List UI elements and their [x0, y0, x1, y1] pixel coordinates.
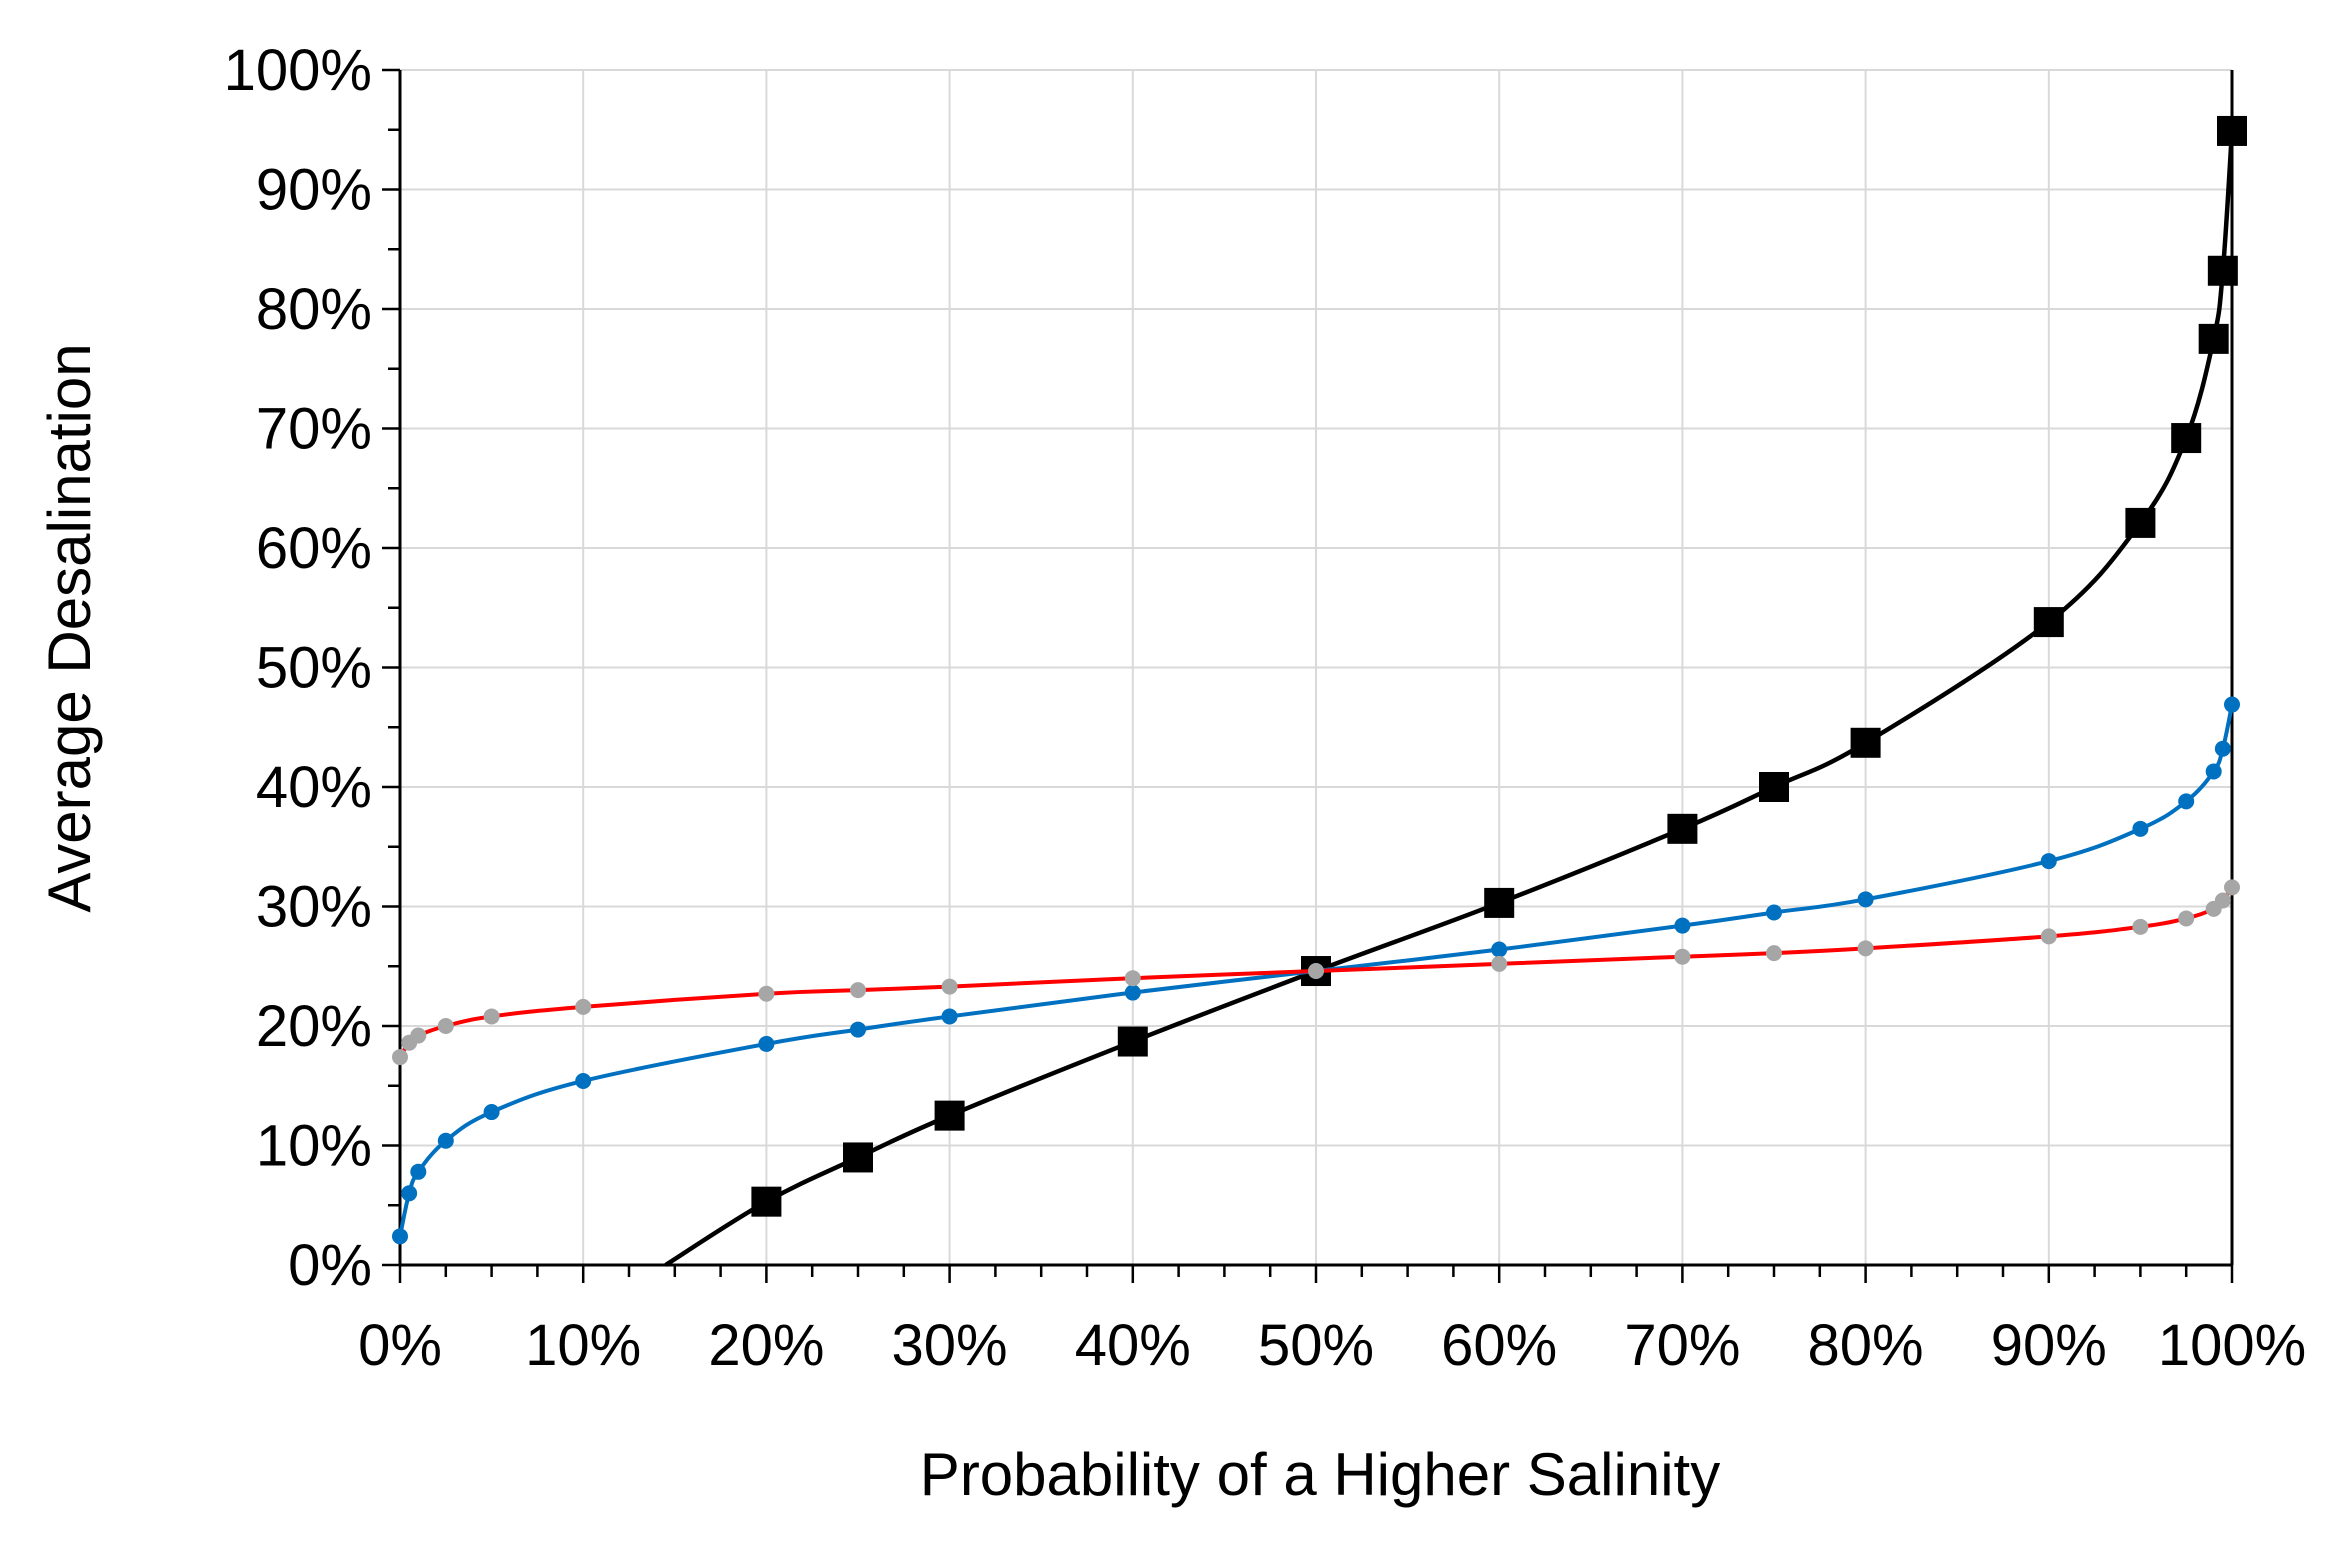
data-point [751, 1186, 782, 1217]
data-point [2207, 255, 2238, 286]
y-tick-label: 0% [288, 1233, 372, 1298]
data-point [2224, 696, 2240, 713]
data-point [934, 1100, 965, 1131]
data-point [1759, 772, 1789, 802]
series [392, 115, 2247, 1267]
data-point [850, 982, 866, 999]
data-point [2125, 507, 2156, 538]
data-point [850, 1021, 866, 1038]
x-tick-label: 30% [892, 1313, 1008, 1378]
x-tick-label: 100% [2158, 1313, 2306, 1378]
data-point [575, 998, 592, 1015]
data-point [1674, 917, 1691, 934]
series-line [664, 130, 2235, 1267]
y-tick-label: 20% [256, 994, 372, 1059]
y-tick-label: 100% [224, 38, 372, 103]
data-point [843, 1142, 873, 1173]
y-tick-label: 10% [256, 1114, 372, 1179]
data-point [1124, 984, 1141, 1001]
y-tick-label: 40% [256, 755, 372, 820]
data-point [2171, 423, 2202, 454]
data-point [1484, 887, 1515, 918]
data-point [2040, 853, 2057, 870]
data-point [437, 1132, 454, 1149]
x-tick-label: 0% [358, 1313, 442, 1378]
data-point [1308, 963, 1324, 980]
data-point [483, 1104, 500, 1121]
x-tick-label: 20% [708, 1313, 824, 1378]
data-point [1766, 904, 1782, 921]
data-point [1850, 727, 1881, 758]
data-point [2132, 820, 2149, 837]
data-point [2214, 740, 2231, 757]
data-point [2217, 115, 2247, 146]
grid [400, 69, 2232, 1265]
x-tick-label: 70% [1624, 1313, 1740, 1378]
data-point [575, 1072, 592, 1089]
x-tick-label: 50% [1258, 1313, 1374, 1378]
data-point [1674, 948, 1691, 965]
data-point [1117, 1026, 1148, 1057]
data-point [401, 1185, 418, 1202]
data-point [2178, 793, 2195, 810]
data-point [437, 1018, 454, 1034]
data-point [392, 1049, 408, 1066]
x-tick-label: 80% [1808, 1313, 1924, 1378]
data-point [2033, 607, 2064, 638]
x-tick-label: 60% [1441, 1313, 1557, 1378]
y-axis-title: Average Desalination [36, 343, 103, 912]
x-tick-label: 90% [1991, 1313, 2107, 1378]
data-point [1667, 813, 1698, 844]
y-tick-label: 50% [256, 636, 372, 701]
x-tick-label: 10% [525, 1313, 641, 1378]
series-2 [664, 115, 2247, 1267]
data-point [410, 1027, 427, 1044]
series-0 [392, 879, 2240, 1066]
y-tick-label: 60% [256, 516, 372, 581]
data-point [2198, 323, 2229, 354]
x-tick-label: 40% [1075, 1313, 1191, 1378]
data-point [1491, 955, 1508, 972]
data-point [758, 985, 775, 1002]
data-point [1766, 945, 1782, 962]
data-point [1124, 970, 1141, 987]
y-tick-label: 90% [256, 158, 372, 223]
tick-labels: 0% 10% 20% 30% 40% 50% 60% 70% 80% 90% 100% 0% 10% 20… [224, 38, 2307, 1378]
data-point [2205, 763, 2222, 780]
axes [382, 68, 2234, 1283]
data-point [1857, 940, 1874, 957]
data-point [2214, 892, 2231, 909]
data-point [410, 1163, 427, 1180]
data-point [2040, 928, 2057, 945]
y-tick-label: 80% [256, 277, 372, 342]
data-point [941, 978, 958, 995]
x-axis-title: Probability of a Higher Salinity [920, 1441, 1720, 1508]
data-point [2224, 879, 2240, 896]
data-point [483, 1008, 500, 1025]
data-point [1491, 941, 1508, 958]
data-point [1857, 891, 1874, 908]
data-point [392, 1228, 408, 1245]
data-point [2178, 910, 2195, 927]
data-point [2132, 918, 2149, 935]
y-tick-label: 70% [256, 397, 372, 462]
data-point [941, 1008, 958, 1025]
y-tick-label: 30% [256, 875, 372, 940]
data-point [758, 1035, 775, 1052]
